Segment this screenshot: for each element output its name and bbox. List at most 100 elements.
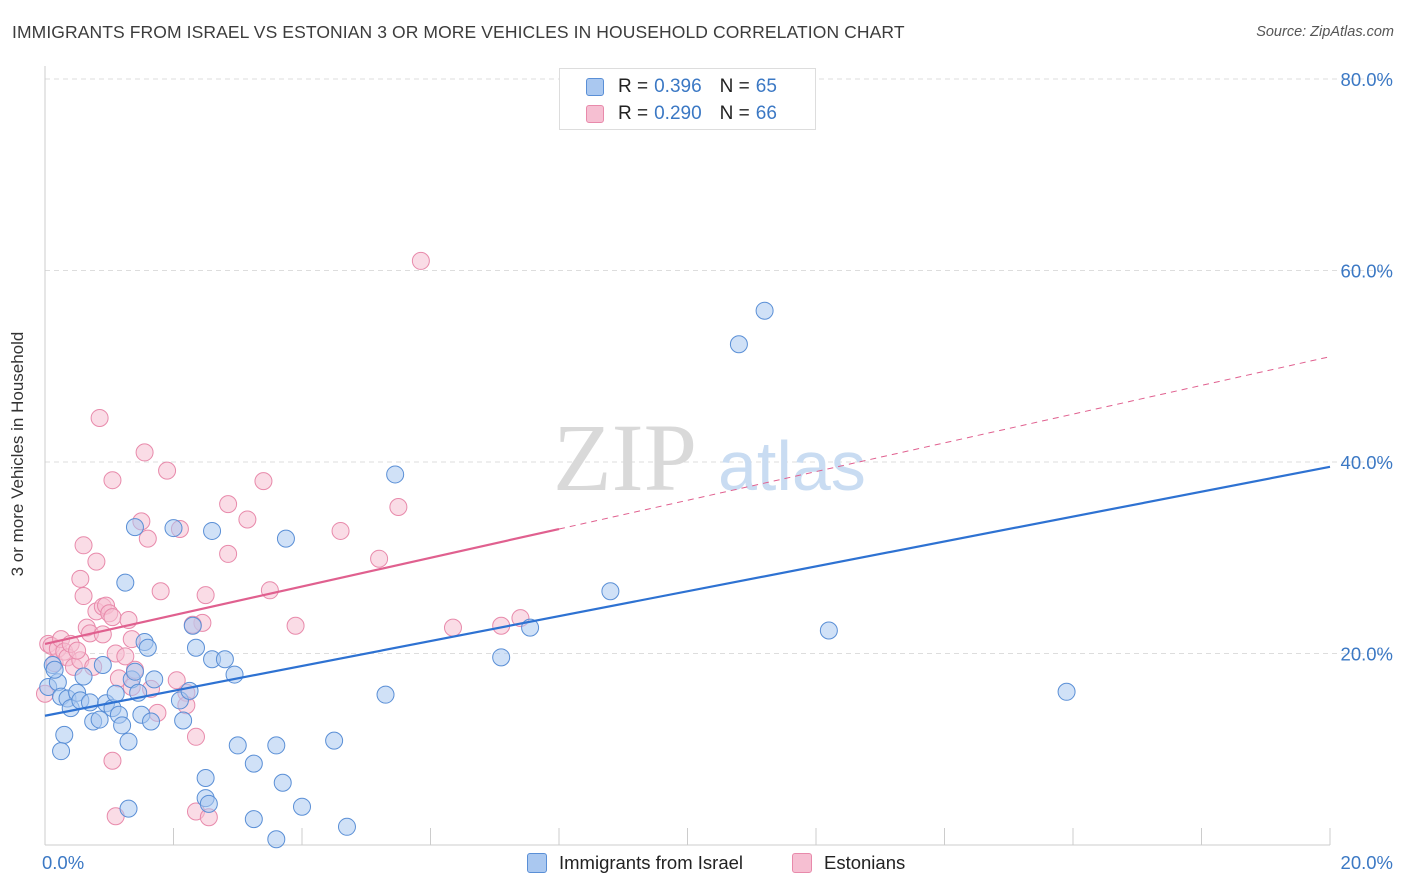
legend-row-israel: R = 0.396 N = 65 [586,75,777,99]
legend-r-label: R = [618,103,649,124]
legend-r-value: 0.396 [654,76,702,97]
israel-point [119,732,138,751]
estonians-point [219,495,238,514]
legend-swatch-estonians [792,853,812,873]
legend-label-estonians: Estonians [824,852,906,873]
legend-r-value: 0.290 [654,103,702,124]
israel-point [386,465,405,484]
trend-lines [44,356,1331,717]
y-axis-label: 3 or more Vehicles in Household [8,331,27,577]
israel-point [1057,682,1076,701]
estonians-point [167,671,186,690]
israel-point [215,650,234,669]
watermark-zip: ZIP [553,404,697,511]
israel-point [376,685,395,704]
israel-point [145,670,164,689]
correlation-legend: R = 0.396 N = 65 R = 0.290 N = 66 [559,68,816,130]
estonians-point [151,582,170,601]
estonians-point [254,472,273,491]
estonians-point [135,443,154,462]
estonians-point [68,641,87,660]
israel-point [492,648,511,667]
y-tick-label: 20.0% [1341,644,1393,665]
israel-trend-line [44,465,1331,717]
legend-label-israel: Immigrants from Israel [559,852,744,873]
israel-point [267,830,286,849]
watermark-atlas: atlas [718,427,866,505]
israel-point [196,768,215,787]
legend-item-israel[interactable]: Immigrants from Israel [527,852,743,874]
israel-point [729,335,748,354]
israel-point [74,667,93,686]
legend-n-value: 65 [755,76,777,97]
legend-item-estonians[interactable]: Estonians [792,852,905,874]
estonians-point [443,618,462,637]
israel-point [125,518,144,537]
estonians-point [74,587,93,606]
israel-point [755,301,774,320]
y-tick-label: 80.0% [1341,69,1393,90]
x-tick-label: 0.0% [42,852,84,873]
estonians-point [260,581,279,600]
estonians-point [93,625,112,644]
x-tick-label: 20.0% [1341,852,1393,873]
israel-point [244,754,263,773]
estonians-point [103,608,122,627]
grid-layer [45,78,1393,654]
israel-point [183,616,202,635]
israel-point [601,582,620,601]
israel-point [138,638,157,657]
chart-source: Source: ZipAtlas.com [1256,24,1394,40]
israel-point [106,684,125,703]
israel-point [45,660,64,679]
legend-n-label: N = [719,103,750,124]
y-tick-label: 60.0% [1341,261,1393,282]
estonians-point [116,647,135,666]
estonians-point [71,569,90,588]
israel-point [325,731,344,750]
tick-labels: 20.0% 40.0% 60.0% 80.0% 0.0% 20.0% [42,69,1393,873]
legend-swatch-israel [527,853,547,873]
legend-n-value: 66 [755,103,777,124]
legend-swatch-estonians [586,105,604,123]
israel-points [39,301,1076,849]
chart-title: IMMIGRANTS FROM ISRAEL VS ESTONIAN 3 OR … [12,22,905,42]
legend-swatch-israel [586,78,604,96]
israel-point [174,711,193,730]
israel-point [164,519,183,538]
estonians-point [389,498,408,517]
israel-point [337,817,356,836]
legend-n-label: N = [719,76,750,97]
estonians-point [196,586,215,605]
israel-point [55,725,74,744]
estonians-point [90,408,109,427]
estonians-point [331,521,350,540]
israel-point [186,638,205,657]
estonians-point [286,616,305,635]
israel-point [244,810,263,829]
israel-point [142,712,161,731]
israel-point [113,716,132,735]
estonians-point [411,251,430,270]
israel-point [276,529,295,548]
israel-point [93,655,112,674]
estonians-point [138,529,157,548]
israel-point [273,773,292,792]
estonians-point [87,552,106,571]
estonians-point [370,549,389,568]
estonians-point [103,471,122,490]
estonians-point [158,461,177,480]
estonians-point [74,536,93,555]
estonians-point [238,510,257,529]
israel-point [125,662,144,681]
estonians-point [219,544,238,563]
israel-point [52,742,71,761]
legend-row-estonians: R = 0.290 N = 66 [586,102,777,126]
estonians-point [186,727,205,746]
israel-point [203,521,222,540]
israel-point [267,736,286,755]
israel-point [116,573,135,592]
israel-point [119,799,138,818]
israel-point [199,794,218,813]
